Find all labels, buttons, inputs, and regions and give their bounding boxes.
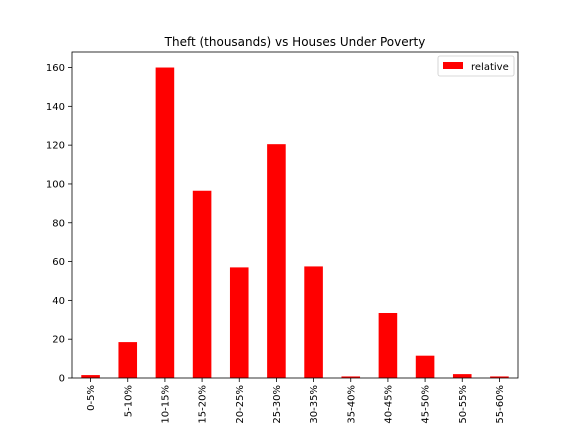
bar-30-35% bbox=[304, 266, 323, 378]
x-tick-label: 30-35% bbox=[309, 385, 320, 424]
bar-15-20% bbox=[192, 190, 212, 378]
bar-45-50% bbox=[415, 355, 435, 378]
bar-50-55% bbox=[452, 374, 472, 378]
y-tick-label: 60 bbox=[52, 257, 65, 268]
x-tick-label: 50-55% bbox=[458, 385, 469, 424]
y-tick-label: 80 bbox=[52, 218, 65, 229]
y-tick-label: 120 bbox=[46, 141, 65, 152]
legend-swatch bbox=[443, 62, 463, 69]
bar-20-25% bbox=[229, 267, 249, 378]
legend: relative bbox=[437, 55, 515, 77]
bar-10-15% bbox=[155, 67, 175, 379]
x-tick-label: 20-25% bbox=[235, 385, 246, 424]
y-axis: 0 20 40 60 80 100 120 140 160 bbox=[46, 63, 72, 385]
bars-group bbox=[81, 67, 509, 379]
y-tick-label: 20 bbox=[52, 335, 65, 346]
bar-40-45% bbox=[378, 312, 398, 378]
bar-0-5% bbox=[81, 375, 100, 378]
bar-55-60% bbox=[490, 376, 509, 378]
y-tick-label: 0 bbox=[59, 374, 65, 385]
x-tick-label: 10-15% bbox=[160, 385, 171, 424]
x-tick-label: 15-20% bbox=[198, 385, 209, 424]
bar-25-30% bbox=[267, 144, 286, 378]
y-tick-label: 160 bbox=[46, 63, 65, 74]
plot-frame bbox=[71, 51, 519, 379]
x-tick-label: 35-40% bbox=[346, 385, 357, 424]
x-axis: 0-5% 5-10% 10-15% 15-20% 20-25% 25-30% 30-35% 3… bbox=[86, 378, 506, 424]
chart-title: Theft (thousands) vs Houses Under Povert… bbox=[164, 35, 426, 49]
y-tick-label: 140 bbox=[46, 102, 65, 113]
x-tick-label: 55-60% bbox=[495, 385, 506, 424]
bar-35-40% bbox=[341, 376, 361, 378]
x-tick-label: 25-30% bbox=[272, 385, 283, 424]
bar-5-10% bbox=[118, 342, 138, 378]
y-tick-label: 40 bbox=[52, 296, 65, 307]
x-tick-label: 0-5% bbox=[86, 385, 97, 411]
y-tick-label: 100 bbox=[46, 179, 65, 190]
legend-box bbox=[437, 55, 515, 77]
x-tick-label: 40-45% bbox=[383, 385, 394, 424]
legend-label: relative bbox=[471, 62, 509, 73]
x-tick-label: 45-50% bbox=[421, 385, 432, 424]
x-tick-label: 5-10% bbox=[123, 385, 134, 417]
